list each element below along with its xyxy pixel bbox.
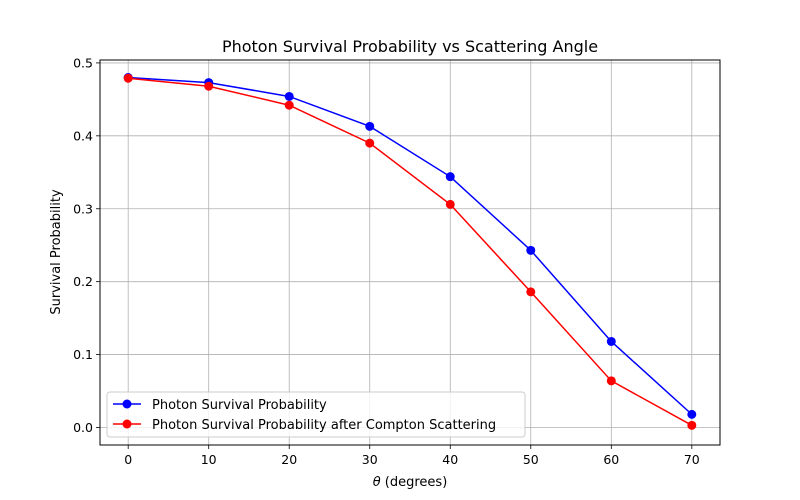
y-tick-label: 0.1	[73, 347, 93, 362]
axis-ticks: 0 10 20 30 40 50 60 70 0.0 0.1 0.2 0.3 0.4 0.5	[73, 55, 700, 467]
x-tick-label: 0	[124, 452, 132, 467]
legend-marker-1	[122, 399, 132, 409]
y-axis-title: Survival Probability	[49, 189, 64, 315]
y-tick-label: 0.5	[73, 55, 93, 70]
data-point-series-2	[606, 376, 616, 386]
x-axis-symbol: θ	[373, 475, 381, 490]
data-point-series-1	[365, 121, 375, 131]
chart-title: Photon Survival Probability vs Scatterin…	[222, 37, 598, 56]
y-tick-label: 0.4	[73, 128, 93, 143]
y-tick-label: 0.0	[73, 420, 93, 435]
data-point-series-1	[526, 245, 536, 255]
data-point-series-1	[606, 336, 616, 346]
legend-marker-2	[122, 419, 132, 429]
data-point-series-2	[204, 81, 214, 91]
x-axis-unit: (degrees)	[381, 475, 448, 490]
legend: Photon Survival Probability Photon Survi…	[106, 391, 526, 438]
data-point-series-2	[365, 138, 375, 148]
data-point-series-2	[526, 287, 536, 297]
series-line-1	[128, 76, 693, 415]
x-tick-label: 60	[603, 452, 619, 467]
data-point-series-2	[687, 420, 697, 430]
data-point-series-1	[284, 91, 294, 101]
series-line-2	[128, 77, 693, 426]
x-tick-label: 10	[201, 452, 217, 467]
legend-label-2: Photon Survival Probability after Compto…	[152, 418, 496, 433]
plot-frame	[99, 59, 721, 446]
y-tick-label: 0.2	[73, 274, 93, 289]
legend-label-1: Photon Survival Probability	[152, 398, 327, 413]
x-tick-label: 30	[362, 452, 378, 467]
x-tick-label: 50	[523, 452, 539, 467]
data-point-series-1	[445, 172, 455, 182]
x-tick-label: 20	[281, 452, 297, 467]
x-tick-label: 40	[442, 452, 458, 467]
data-point-series-2	[123, 73, 133, 83]
data-point-series-2	[445, 199, 455, 209]
legend-box	[106, 391, 526, 438]
x-axis-title: θ (degrees)	[373, 475, 448, 490]
data-point-series-2	[284, 100, 294, 110]
y-tick-label: 0.3	[73, 201, 93, 216]
series-layer	[123, 73, 697, 430]
x-tick-label: 70	[684, 452, 700, 467]
data-point-series-1	[687, 409, 697, 419]
